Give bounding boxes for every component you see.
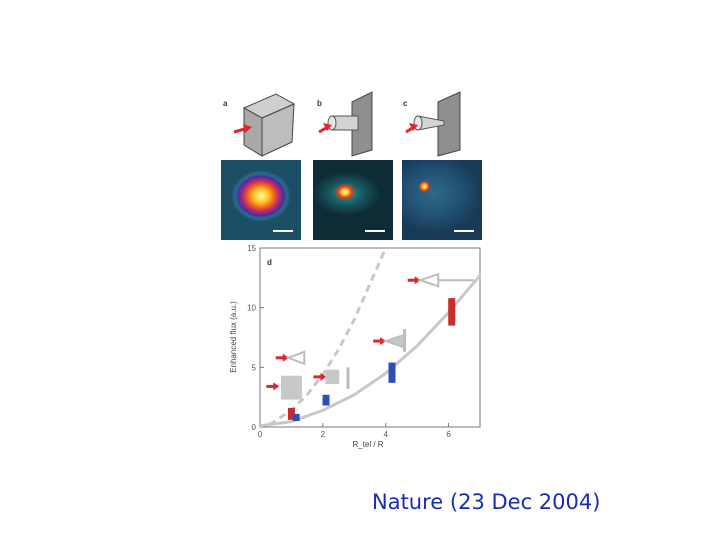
x-axis-label: R_tel / R	[352, 440, 383, 449]
sketch-cone-aperture	[405, 91, 461, 157]
emission-image-cylinder	[313, 160, 393, 240]
data-bar	[287, 407, 295, 420]
data-bar	[322, 394, 330, 406]
cone-inset	[382, 333, 405, 349]
data-bar	[325, 369, 340, 385]
y-tick-label: 5	[252, 363, 257, 372]
scale-bar	[365, 230, 385, 232]
plot-frame	[259, 247, 481, 428]
sketch-cube	[233, 93, 296, 157]
cone-inset	[417, 272, 440, 288]
cone-inset	[285, 350, 306, 366]
chart-axes	[259, 247, 481, 428]
enhanced-flux-chart: 0 2 4 6 0 5 10 15 d R_tel / R Enhanced flux (a.…	[229, 244, 482, 449]
incident-arrow-icon	[233, 124, 252, 134]
sketch-cylinder-aperture	[318, 91, 373, 157]
x-tick-label: 6	[446, 430, 451, 439]
emission-image-cube	[221, 160, 301, 240]
panel-label-a: a	[223, 99, 228, 108]
scale-bar	[454, 230, 474, 232]
incident-arrow-icon	[405, 123, 418, 134]
x-tick-label: 0	[258, 430, 263, 439]
panel-label-d: d	[267, 258, 272, 267]
emission-image-cone	[402, 160, 482, 240]
y-axis-label: Enhanced flux (a.u.)	[229, 301, 238, 373]
panel-label-c: c	[403, 99, 408, 108]
y-tick-label: 0	[252, 423, 257, 432]
solid-model-curve	[259, 274, 482, 428]
tick-labels: 0 2 4 6 0 5 10 15	[247, 244, 451, 439]
y-tick-label: 15	[247, 244, 256, 253]
y-tick-label: 10	[247, 304, 256, 313]
incident-arrow-icon	[318, 123, 332, 134]
incident-arrow-head	[320, 372, 327, 381]
data-bar	[280, 375, 302, 400]
incident-arrow-head	[273, 382, 280, 391]
data-bar	[292, 413, 300, 422]
panel-label-b: b	[317, 99, 322, 108]
figure-caption: Nature (23 Dec 2004)	[372, 490, 601, 514]
scale-bar	[273, 230, 293, 232]
x-tick-label: 4	[383, 430, 388, 439]
dashed-model-curve	[268, 247, 388, 426]
data-bar	[448, 298, 456, 326]
structure-insets	[266, 272, 474, 391]
data-bar	[388, 362, 396, 383]
data-marks	[280, 298, 456, 422]
x-tick-label: 2	[321, 430, 326, 439]
